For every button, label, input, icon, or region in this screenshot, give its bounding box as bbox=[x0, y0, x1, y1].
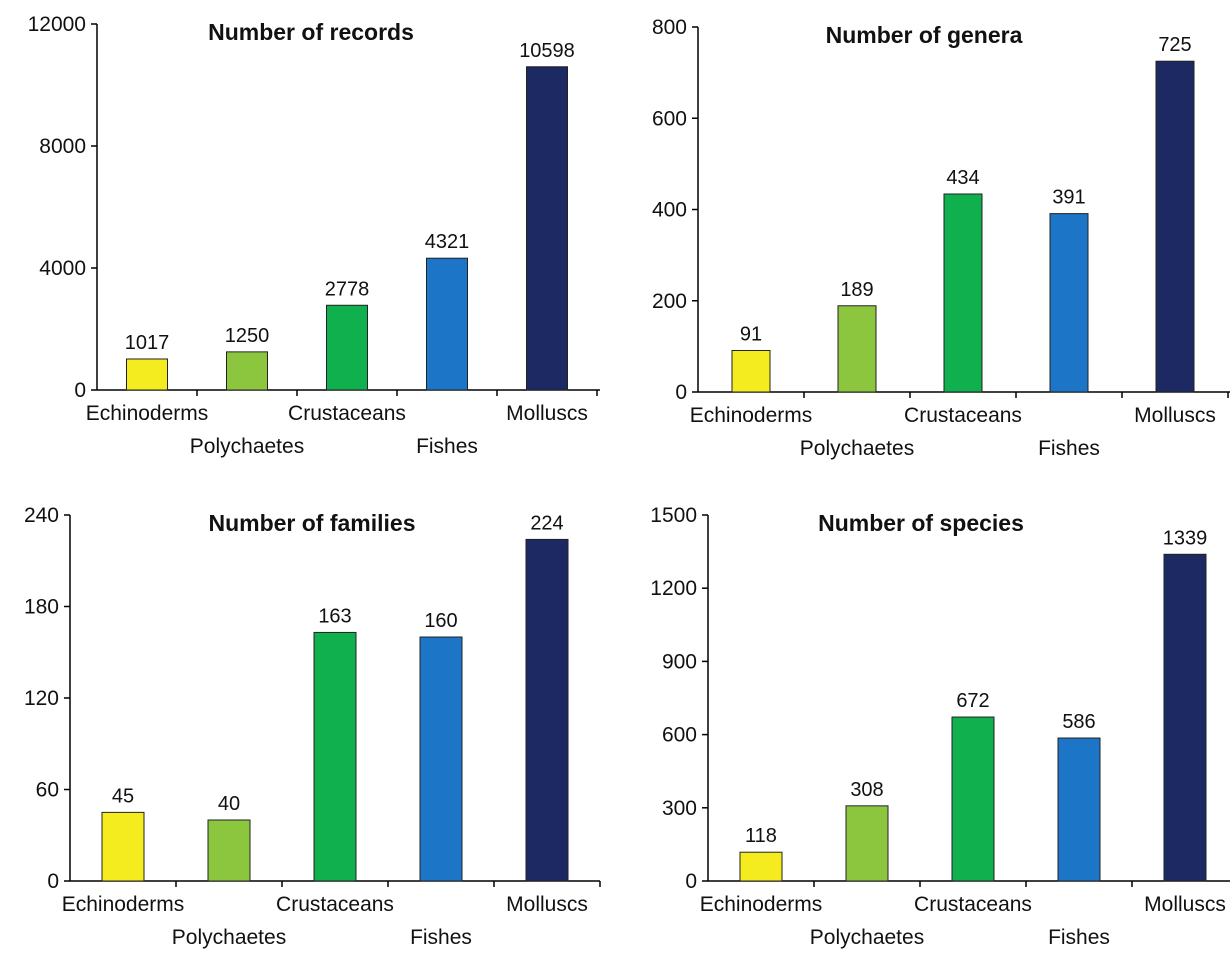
y-tick-label: 120 bbox=[24, 687, 59, 710]
bar-polychaetes bbox=[837, 305, 877, 393]
y-tick-label: 0 bbox=[47, 870, 59, 893]
y-tick-label: 240 bbox=[24, 504, 59, 527]
bar-fishes bbox=[1049, 213, 1089, 393]
chart-title: Number of genera bbox=[826, 22, 1023, 48]
bar-molluscs bbox=[1163, 553, 1207, 882]
bar-echinoderms bbox=[731, 349, 771, 393]
chart-title: Number of records bbox=[208, 19, 414, 45]
bar-fishes bbox=[419, 636, 463, 882]
value-label-molluscs: 725 bbox=[1158, 34, 1191, 56]
category-label-polychaetes: Polychaetes bbox=[190, 435, 304, 458]
value-label-fishes: 160 bbox=[424, 610, 457, 632]
value-label-polychaetes: 189 bbox=[840, 279, 873, 301]
y-tick-label: 0 bbox=[74, 379, 86, 402]
bar-echinoderms bbox=[126, 358, 168, 391]
category-label-fishes: Fishes bbox=[410, 926, 472, 949]
value-label-polychaetes: 1250 bbox=[225, 325, 270, 347]
category-label-echinoderms: Echinoderms bbox=[62, 893, 185, 916]
value-label-fishes: 4321 bbox=[425, 231, 470, 253]
bar-crustaceans bbox=[951, 716, 995, 882]
category-label-molluscs: Molluscs bbox=[1134, 404, 1216, 427]
bar-fishes bbox=[1057, 737, 1101, 882]
category-label-echinoderms: Echinoderms bbox=[700, 893, 823, 916]
bar-molluscs bbox=[1155, 60, 1195, 393]
y-tick-label: 60 bbox=[36, 779, 59, 802]
bar-polychaetes bbox=[207, 819, 251, 882]
y-tick-label: 300 bbox=[662, 797, 697, 820]
y-tick-label: 4000 bbox=[39, 257, 86, 280]
category-label-fishes: Fishes bbox=[1038, 437, 1100, 460]
value-label-molluscs: 1339 bbox=[1163, 527, 1208, 549]
category-label-molluscs: Molluscs bbox=[1144, 893, 1226, 916]
category-label-polychaetes: Polychaetes bbox=[810, 926, 924, 949]
value-label-echinoderms: 91 bbox=[740, 323, 762, 345]
value-label-crustaceans: 163 bbox=[318, 605, 351, 627]
y-tick-label: 400 bbox=[652, 199, 687, 222]
category-label-echinoderms: Echinoderms bbox=[86, 402, 209, 425]
value-label-echinoderms: 1017 bbox=[125, 332, 170, 354]
bar-polychaetes bbox=[845, 805, 889, 882]
category-label-polychaetes: Polychaetes bbox=[172, 926, 286, 949]
value-label-crustaceans: 672 bbox=[956, 690, 989, 712]
value-label-polychaetes: 308 bbox=[850, 779, 883, 801]
y-tick-label: 800 bbox=[652, 16, 687, 39]
bar-molluscs bbox=[526, 66, 568, 391]
y-tick-label: 200 bbox=[652, 290, 687, 313]
y-tick-label: 900 bbox=[662, 650, 697, 673]
bar-crustaceans bbox=[326, 304, 368, 391]
bar-fishes bbox=[426, 257, 468, 391]
value-label-crustaceans: 2778 bbox=[325, 278, 370, 300]
category-label-crustaceans: Crustaceans bbox=[914, 893, 1032, 916]
category-label-molluscs: Molluscs bbox=[506, 402, 588, 425]
value-label-fishes: 391 bbox=[1052, 187, 1085, 209]
chart-title: Number of families bbox=[208, 510, 415, 536]
bar-echinoderms bbox=[739, 851, 783, 882]
y-tick-label: 1500 bbox=[650, 504, 697, 527]
value-label-molluscs: 224 bbox=[530, 512, 563, 534]
y-tick-label: 600 bbox=[652, 107, 687, 130]
y-tick-label: 180 bbox=[24, 596, 59, 619]
y-tick-label: 0 bbox=[685, 870, 697, 893]
category-label-fishes: Fishes bbox=[416, 435, 478, 458]
value-label-crustaceans: 434 bbox=[946, 167, 979, 189]
y-tick-label: 0 bbox=[675, 381, 687, 404]
bar-crustaceans bbox=[313, 631, 357, 882]
chart-title: Number of species bbox=[818, 510, 1024, 536]
bar-echinoderms bbox=[101, 811, 145, 882]
value-label-echinoderms: 118 bbox=[745, 825, 777, 847]
bar-crustaceans bbox=[943, 193, 983, 393]
value-label-molluscs: 10598 bbox=[519, 40, 575, 62]
value-label-echinoderms: 45 bbox=[112, 785, 134, 807]
y-tick-label: 600 bbox=[662, 724, 697, 747]
value-label-polychaetes: 40 bbox=[218, 793, 240, 815]
value-label-fishes: 586 bbox=[1062, 711, 1095, 733]
category-label-echinoderms: Echinoderms bbox=[690, 404, 813, 427]
y-tick-label: 8000 bbox=[39, 135, 86, 158]
category-label-molluscs: Molluscs bbox=[506, 893, 588, 916]
bar-polychaetes bbox=[226, 351, 268, 391]
y-tick-label: 1200 bbox=[650, 577, 697, 600]
category-label-crustaceans: Crustaceans bbox=[288, 402, 406, 425]
bar-molluscs bbox=[525, 538, 569, 882]
y-tick-label: 12000 bbox=[28, 13, 86, 36]
category-label-crustaceans: Crustaceans bbox=[904, 404, 1022, 427]
category-label-crustaceans: Crustaceans bbox=[276, 893, 394, 916]
category-label-polychaetes: Polychaetes bbox=[800, 437, 914, 460]
category-label-fishes: Fishes bbox=[1048, 926, 1110, 949]
